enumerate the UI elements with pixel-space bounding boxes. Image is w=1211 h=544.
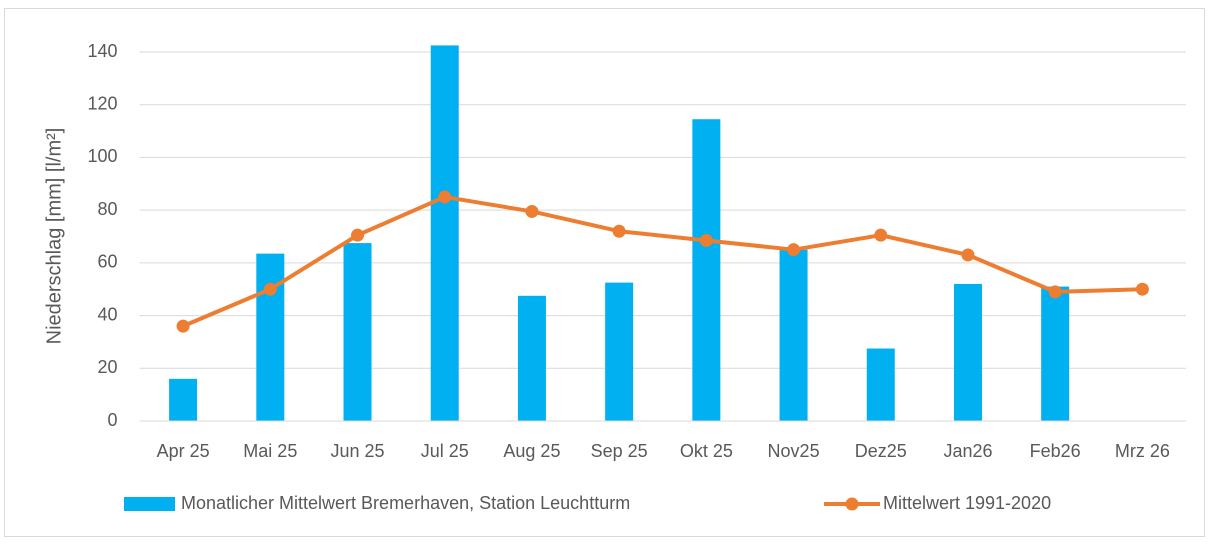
bar xyxy=(430,45,459,422)
x-tick-label: Jun 25 xyxy=(330,441,384,461)
legend-swatch xyxy=(845,497,859,511)
bar xyxy=(605,282,634,421)
line-marker xyxy=(176,319,190,333)
line-marker xyxy=(612,224,626,238)
line-marker xyxy=(1048,285,1062,299)
bar xyxy=(256,253,285,421)
x-tick-label: Okt 25 xyxy=(680,441,733,461)
x-tick-label: Jul 25 xyxy=(421,441,469,461)
x-tick-label: Dez25 xyxy=(855,441,907,461)
y-tick-label: 100 xyxy=(87,146,117,166)
legend-label: Mittelwert 1991-2020 xyxy=(883,493,1051,513)
line-marker xyxy=(961,248,975,262)
bar xyxy=(692,119,721,421)
line-marker xyxy=(787,243,801,257)
bar xyxy=(1041,286,1070,421)
x-tick-label: Sep 25 xyxy=(591,441,648,461)
y-tick-label: 0 xyxy=(107,410,117,430)
line-marker xyxy=(699,233,713,247)
y-tick-label: 60 xyxy=(97,252,117,272)
y-tick-label: 20 xyxy=(97,357,117,377)
y-tick-label: 80 xyxy=(97,199,117,219)
bar xyxy=(517,295,546,421)
legend-swatch xyxy=(124,497,175,511)
legend-label: Monatlicher Mittelwert Bremerhaven, Stat… xyxy=(181,493,630,513)
line-marker xyxy=(263,282,277,296)
line-marker xyxy=(351,228,365,242)
line-marker xyxy=(874,228,888,242)
y-tick-label: 40 xyxy=(97,304,117,324)
x-tick-label: Mrz 26 xyxy=(1115,441,1170,461)
x-tick-label: Feb26 xyxy=(1030,441,1081,461)
x-tick-label: Aug 25 xyxy=(503,441,560,461)
bar xyxy=(953,283,982,421)
bar xyxy=(866,348,895,421)
y-tick-label: 140 xyxy=(87,41,117,61)
bar xyxy=(169,378,198,421)
x-tick-label: Apr 25 xyxy=(157,441,210,461)
x-tick-label: Mai 25 xyxy=(243,441,297,461)
y-tick-label: 120 xyxy=(87,93,117,113)
x-tick-label: Nov25 xyxy=(768,441,820,461)
bar xyxy=(343,243,372,421)
bar xyxy=(779,249,808,421)
line xyxy=(182,194,1143,328)
line-marker xyxy=(438,190,452,204)
x-tick-label: Jan26 xyxy=(943,441,992,461)
line-marker xyxy=(525,204,539,218)
line-marker xyxy=(1135,282,1149,296)
y-axis-label: Niederschlag [mm] [l/m²] xyxy=(43,128,65,345)
